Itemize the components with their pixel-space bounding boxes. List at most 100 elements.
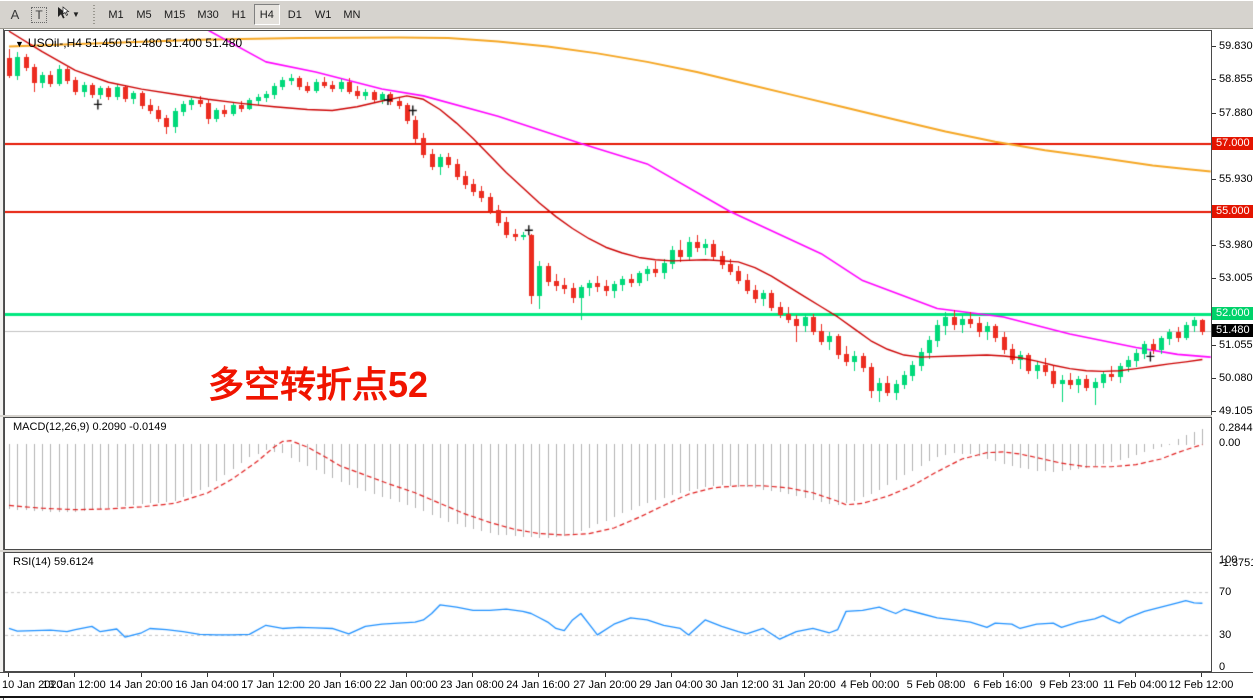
date-label: 31 Jan 20:00 bbox=[772, 679, 836, 691]
symbol-dropdown-icon: ▼ bbox=[15, 39, 24, 49]
price-tick-mark bbox=[1212, 245, 1216, 246]
rsi-tick-label: 30 bbox=[1219, 629, 1232, 641]
price-chart-canvas[interactable] bbox=[5, 31, 1211, 415]
date-label: 13 Jan 12:00 bbox=[42, 679, 106, 691]
text-label-tool-button[interactable]: A bbox=[4, 4, 26, 25]
date-label: 20 Jan 16:00 bbox=[308, 679, 372, 691]
date-label: 12 Feb 12:00 bbox=[1168, 679, 1234, 691]
macd-pane[interactable]: MACD(12,26,9) 0.2090 -0.0149 bbox=[4, 417, 1212, 550]
price-tick-mark bbox=[1212, 411, 1216, 412]
toolbar-grip[interactable] bbox=[91, 4, 98, 25]
date-axis[interactable]: 10 Jan 2020 13 Jan 12:00 14 Jan 20:00 16 Ja… bbox=[0, 672, 1253, 698]
date-tick-mark bbox=[737, 673, 738, 677]
date-label: 4 Feb 00:00 bbox=[840, 679, 900, 691]
cursor-tool-button[interactable]: ▼ bbox=[52, 4, 84, 25]
date-tick-mark bbox=[605, 673, 606, 677]
price-tick-label: 50.080 bbox=[1219, 372, 1253, 384]
timeframe-button-H4[interactable]: H4 bbox=[253, 4, 280, 25]
horizontal-scrollbar[interactable] bbox=[0, 696, 1253, 698]
date-tick-mark bbox=[538, 673, 539, 677]
rsi-canvas[interactable] bbox=[5, 553, 1211, 671]
timeframe-button-M5[interactable]: M5 bbox=[136, 8, 152, 21]
date-tick-mark bbox=[804, 673, 805, 677]
date-label: 14 Jan 20:00 bbox=[109, 679, 173, 691]
date-label: 11 Feb 04:00 bbox=[1102, 679, 1168, 691]
macd-tick-label: 0.2844 bbox=[1219, 422, 1253, 434]
date-tick-mark bbox=[340, 673, 341, 677]
ohlc-open: 51.450 bbox=[85, 36, 122, 50]
date-label: 17 Jan 12:00 bbox=[241, 679, 305, 691]
macd-tick-label: 0.00 bbox=[1219, 437, 1241, 449]
timeframe-button-MN[interactable]: MN bbox=[343, 8, 361, 21]
price-tick-mark bbox=[1212, 79, 1216, 80]
date-label: 29 Jan 04:00 bbox=[639, 679, 703, 691]
date-label: 22 Jan 00:00 bbox=[374, 679, 438, 691]
date-tick-mark bbox=[1069, 673, 1070, 677]
toolbar: A T ▼ M1 M5 M15 M30 H1 H4 D1 W1 MN bbox=[0, 0, 1253, 29]
price-line-label-57.000: 57.000 bbox=[1212, 137, 1253, 150]
chevron-down-icon: ▼ bbox=[72, 10, 80, 19]
date-label: 24 Jan 16:00 bbox=[506, 679, 570, 691]
rsi-label: RSI(14) 59.6124 bbox=[13, 556, 94, 568]
date-tick-mark bbox=[406, 673, 407, 677]
price-tick-label: 53.980 bbox=[1219, 239, 1253, 251]
date-label: 9 Feb 23:00 bbox=[1039, 679, 1099, 691]
price-tick-mark bbox=[1212, 278, 1216, 279]
price-tick-label: 55.930 bbox=[1219, 173, 1253, 185]
left-rail bbox=[0, 29, 4, 700]
cursor-icon bbox=[56, 6, 70, 23]
text-label-icon: A bbox=[10, 7, 20, 22]
macd-label: MACD(12,26,9) 0.2090 -0.0149 bbox=[13, 421, 167, 433]
price-tick-mark bbox=[1212, 179, 1216, 180]
date-label: 16 Jan 04:00 bbox=[175, 679, 239, 691]
price-tick-mark bbox=[1212, 378, 1216, 379]
date-tick-mark bbox=[1003, 673, 1004, 677]
timeframe-button-W1[interactable]: W1 bbox=[314, 8, 332, 21]
timeframe-button-M30[interactable]: M30 bbox=[197, 8, 219, 21]
price-tick-label: 57.880 bbox=[1219, 107, 1253, 119]
date-label: 6 Feb 16:00 bbox=[973, 679, 1033, 691]
date-tick-mark bbox=[141, 673, 142, 677]
rsi-tick-label: 0 bbox=[1219, 661, 1226, 673]
pane-splitter[interactable] bbox=[0, 550, 1253, 552]
timeframe-button-H1[interactable]: H1 bbox=[231, 8, 246, 21]
price-tick-label: 53.005 bbox=[1219, 272, 1253, 284]
date-tick-mark bbox=[936, 673, 937, 677]
price-tick-mark bbox=[1212, 46, 1216, 47]
date-tick-mark bbox=[273, 673, 274, 677]
price-tick-label: 58.855 bbox=[1219, 73, 1253, 85]
text-tool-button[interactable]: T bbox=[28, 4, 50, 25]
timeframe-button-M15[interactable]: M15 bbox=[164, 8, 186, 21]
symbol-ohlc-line: ▼ USOil-,H4 51.450 51.480 51.400 51.480 bbox=[15, 36, 242, 50]
price-line-label-52.000: 52.000 bbox=[1212, 307, 1253, 320]
timeframe-button-M1[interactable]: M1 bbox=[108, 8, 124, 21]
date-tick-mark bbox=[1201, 673, 1202, 677]
rsi-tick-label: 100 bbox=[1219, 554, 1238, 566]
chart-annotation-text: 多空转折点52 bbox=[208, 364, 429, 405]
macd-tick-label: -1.3751 bbox=[1219, 557, 1253, 569]
price-tick-label: 59.830 bbox=[1219, 40, 1253, 52]
date-tick-mark bbox=[472, 673, 473, 677]
price-tick-label: 51.055 bbox=[1219, 339, 1253, 351]
date-tick-mark bbox=[671, 673, 672, 677]
ohlc-low: 51.400 bbox=[165, 36, 203, 50]
price-line-label-55.000: 55.000 bbox=[1212, 205, 1253, 218]
price-tick-label: 49.105 bbox=[1219, 405, 1253, 417]
date-tick-mark bbox=[207, 673, 208, 677]
date-label: 23 Jan 08:00 bbox=[440, 679, 504, 691]
pane-splitter[interactable] bbox=[0, 415, 1253, 417]
date-label: 30 Jan 12:00 bbox=[705, 679, 769, 691]
date-tick-mark bbox=[1135, 673, 1136, 677]
macd-canvas[interactable] bbox=[5, 418, 1211, 549]
rsi-pane[interactable]: RSI(14) 59.6124 bbox=[4, 552, 1212, 672]
ohlc-high: 51.480 bbox=[125, 36, 163, 50]
timeframe-button-D1[interactable]: D1 bbox=[287, 8, 302, 21]
price-axis[interactable]: 59.830 58.855 57.880 55.930 53.980 53.005 51.0… bbox=[1212, 30, 1253, 673]
date-tick-mark bbox=[8, 673, 9, 677]
price-pane[interactable]: ▼ USOil-,H4 51.450 51.480 51.400 51.480 bbox=[4, 30, 1212, 416]
date-tick-mark bbox=[74, 673, 75, 677]
date-label: 27 Jan 20:00 bbox=[573, 679, 637, 691]
date-label: 10 Jan 2020 bbox=[2, 679, 63, 691]
price-tick-mark bbox=[1212, 345, 1216, 346]
rsi-tick-label: 70 bbox=[1219, 586, 1232, 598]
